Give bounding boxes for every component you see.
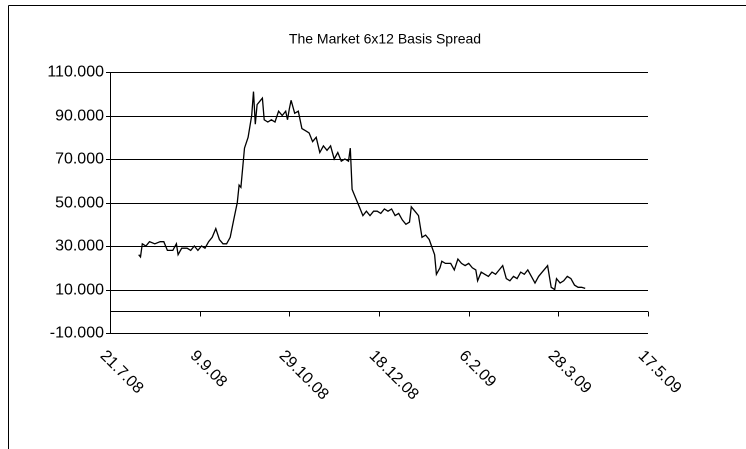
y-tick-label: 30.000 [55, 238, 104, 255]
y-tick-label: 90.000 [55, 108, 104, 125]
chart-title: The Market 6x12 Basis Spread [289, 31, 481, 47]
x-tick-label: 29.10.08 [276, 347, 332, 403]
x-tick-label: 21.7.08 [97, 347, 147, 397]
x-tick-label: 17.5.09 [635, 347, 685, 397]
y-tick-label: 10.000 [55, 282, 104, 299]
y-tick-label: 70.000 [55, 151, 104, 168]
x-tick-label: 28.3.09 [545, 347, 595, 397]
x-tick-label: 6.2.09 [456, 347, 500, 391]
y-tick-label: 50.000 [55, 195, 104, 212]
data-line [138, 91, 586, 291]
y-tick-label: 110.000 [47, 64, 104, 81]
x-tick-label: 18.12.08 [366, 347, 422, 403]
x-tick-label: 9.9.08 [187, 347, 231, 391]
y-tick-label: -10.000 [50, 325, 104, 342]
